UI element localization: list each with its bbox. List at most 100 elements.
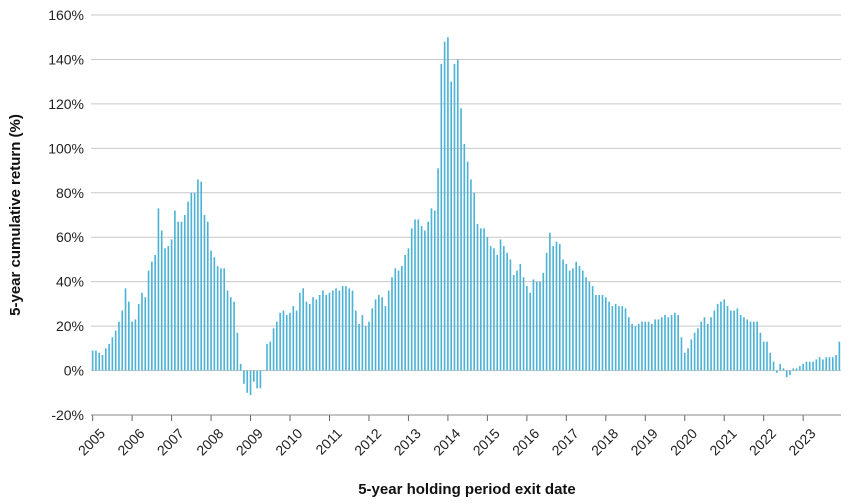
bar	[618, 306, 620, 371]
bar	[713, 310, 716, 371]
bar	[779, 363, 781, 371]
bar	[572, 268, 574, 371]
bar	[608, 301, 610, 371]
bar	[680, 337, 683, 371]
bar	[440, 63, 443, 371]
bar	[437, 168, 439, 371]
bar	[111, 337, 114, 371]
bar	[262, 370, 265, 372]
bar	[249, 370, 252, 395]
bar	[799, 366, 801, 371]
bar	[664, 315, 666, 371]
bar	[628, 317, 630, 371]
bar	[743, 317, 745, 371]
x-tick-label: 2020	[667, 425, 700, 458]
bar	[795, 368, 798, 371]
bar	[368, 321, 370, 371]
bar	[726, 306, 729, 371]
bar	[164, 248, 166, 371]
bar	[220, 268, 222, 371]
bar	[703, 317, 706, 371]
bar	[341, 286, 344, 371]
bar	[124, 288, 127, 371]
y-tick-label: 140%	[48, 51, 84, 67]
bar	[325, 295, 328, 371]
bar	[555, 241, 558, 371]
bar	[657, 319, 660, 371]
bar	[611, 306, 614, 371]
bar	[634, 326, 637, 371]
y-tick-label: 20%	[56, 318, 84, 334]
bar	[473, 192, 476, 371]
bar	[108, 343, 110, 371]
bar	[588, 281, 591, 371]
bar	[210, 250, 212, 371]
bar	[772, 361, 775, 371]
bar	[203, 215, 206, 371]
bar	[233, 301, 235, 371]
bar	[483, 228, 485, 371]
bar	[789, 370, 791, 375]
bar	[552, 246, 554, 371]
bar	[154, 255, 156, 371]
bar	[762, 341, 765, 371]
bar	[598, 295, 601, 371]
bar	[463, 143, 466, 371]
bar	[631, 323, 633, 371]
bar	[137, 303, 140, 371]
bar	[269, 341, 272, 371]
bar	[700, 321, 703, 371]
bar	[733, 310, 735, 371]
bar	[782, 368, 785, 371]
bar	[276, 321, 278, 371]
bar	[420, 226, 423, 371]
bar	[558, 243, 561, 371]
bar	[121, 310, 124, 371]
bar	[749, 321, 752, 371]
bar	[190, 192, 193, 371]
bar	[568, 270, 571, 371]
bar	[736, 308, 739, 371]
bar	[295, 310, 298, 371]
x-tick-label: 2021	[706, 425, 739, 458]
bar	[397, 270, 400, 371]
bar	[128, 301, 130, 371]
bar	[394, 268, 397, 371]
bar	[545, 252, 548, 371]
bar	[812, 361, 814, 371]
bar	[183, 215, 186, 371]
bar	[197, 179, 199, 371]
bar	[315, 299, 318, 371]
bar	[512, 275, 515, 371]
bar	[522, 277, 525, 371]
bar	[466, 161, 469, 371]
bar	[479, 228, 482, 371]
bar	[351, 290, 354, 371]
x-tick-label: 2017	[548, 425, 581, 458]
x-tick-label: 2006	[114, 425, 147, 458]
bar	[180, 221, 183, 371]
bar	[114, 330, 117, 371]
bar	[322, 290, 324, 371]
bar	[443, 41, 446, 371]
bar	[456, 59, 459, 371]
bar	[160, 230, 163, 371]
y-tick-label: 100%	[48, 140, 84, 156]
bar	[585, 277, 587, 371]
bar	[683, 352, 686, 371]
bar	[614, 303, 617, 371]
bar	[828, 357, 831, 371]
bar	[496, 255, 499, 371]
bar	[216, 266, 219, 371]
bar	[348, 288, 351, 371]
bar	[641, 321, 643, 371]
bar	[141, 292, 143, 371]
bar	[729, 310, 732, 371]
bar	[822, 359, 824, 371]
bar	[328, 292, 331, 371]
bar	[644, 321, 647, 371]
bar	[690, 339, 693, 371]
bar	[98, 352, 101, 371]
bar	[200, 181, 203, 371]
